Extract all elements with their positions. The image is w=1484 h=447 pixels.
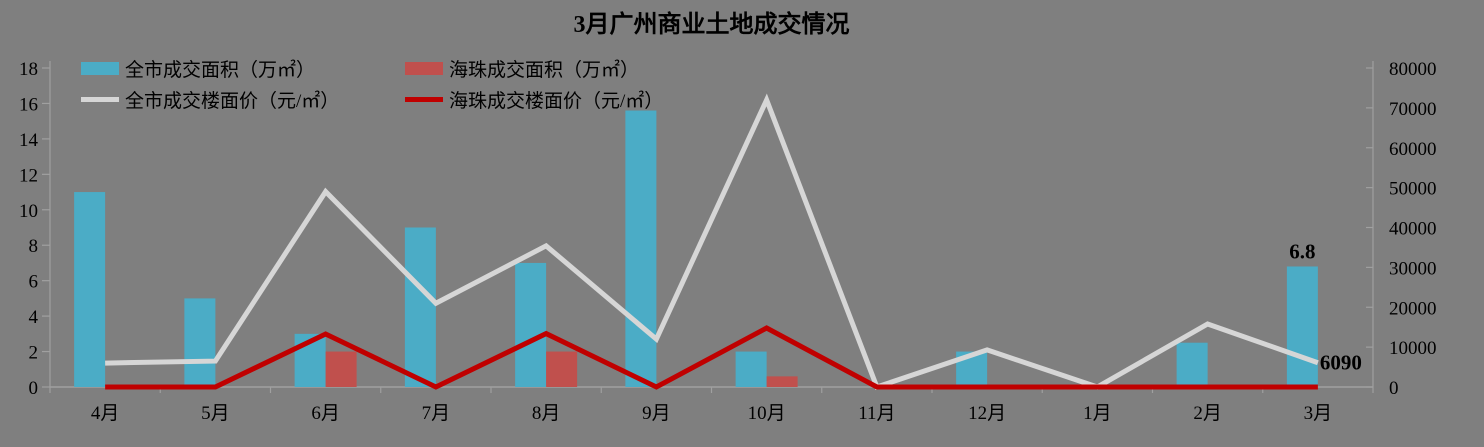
right-axis-tick-label: 40000	[1389, 219, 1437, 240]
x-axis-label: 1月	[1083, 403, 1112, 424]
right-axis-tick-label: 50000	[1389, 179, 1437, 200]
legend-item-citywide-price: 全市成交楼面价（元/㎡）	[81, 88, 340, 112]
left-axis-tick-label: 14	[19, 130, 39, 151]
bar-citywide-area	[184, 298, 216, 387]
x-axis-label: 4月	[91, 403, 120, 424]
legend-swatch-haizhu-price-icon	[405, 96, 443, 102]
chart-title: 3月广州商业土地成交情况	[573, 12, 850, 38]
bar-citywide-area	[515, 262, 547, 387]
left-axis-tick-label: 0	[29, 378, 39, 399]
right-axis-tick-label: 80000	[1389, 59, 1437, 80]
legend-label-citywide-area: 全市成交面积（万㎡）	[125, 59, 316, 81]
legend-item-citywide-area: 全市成交面积（万㎡）	[81, 57, 316, 81]
right-axis-tick-label: 20000	[1389, 298, 1437, 319]
line-data-label: 6090	[1320, 351, 1362, 375]
left-axis-tick-label: 16	[19, 94, 38, 115]
legend-label-haizhu-price: 海珠成交楼面价（元/㎡）	[449, 90, 664, 112]
bar-haizhu-area	[766, 376, 798, 387]
left-axis-tick-label: 8	[29, 236, 39, 257]
bar-citywide-area	[1176, 342, 1208, 387]
right-axis-tick-label: 0	[1389, 378, 1399, 399]
right-axis-tick-label: 10000	[1389, 338, 1437, 359]
right-axis-tick-label: 70000	[1389, 99, 1437, 120]
legend-swatch-haizhu-area-icon	[405, 61, 443, 75]
bar-citywide-area	[625, 110, 657, 388]
left-axis-tick-label: 6	[29, 272, 39, 293]
right-axis-tick-label: 30000	[1389, 258, 1437, 279]
legend-swatch-citywide-area-icon	[81, 61, 119, 75]
x-axis-label: 11月	[858, 403, 895, 424]
left-axis-tick-label: 10	[19, 201, 38, 222]
bar-citywide-area	[1286, 266, 1318, 387]
x-axis-label: 10月	[748, 403, 786, 424]
line-haizhu-price	[105, 325, 1318, 390]
left-axis-tick-label: 4	[29, 307, 39, 328]
legend-label-citywide-price: 全市成交楼面价（元/㎡）	[125, 90, 340, 112]
bar-citywide-area	[74, 192, 106, 387]
bar-haizhu-area	[325, 351, 357, 387]
bar-data-label: 6.8	[1289, 239, 1315, 263]
legend-swatch-citywide-price-icon	[81, 96, 119, 102]
x-axis-label: 3月	[1304, 403, 1333, 424]
left-axis-tick-label: 12	[19, 165, 38, 186]
x-axis-label: 9月	[642, 403, 671, 424]
x-axis-label: 5月	[201, 403, 230, 424]
left-axis-tick-label: 18	[19, 59, 38, 80]
x-axis-label: 6月	[311, 403, 340, 424]
legend-label-haizhu-area: 海珠成交面积（万㎡）	[449, 59, 640, 81]
x-axis-label: 12月	[968, 403, 1006, 424]
line-citywide-price	[105, 93, 1319, 391]
bar-haizhu-area	[546, 351, 578, 387]
legend-item-haizhu-price: 海珠成交楼面价（元/㎡）	[405, 88, 664, 112]
x-axis-label: 7月	[422, 403, 451, 424]
legend-item-haizhu-area: 海珠成交面积（万㎡）	[405, 57, 640, 81]
x-axis-label: 8月	[532, 403, 561, 424]
x-axis-label: 2月	[1193, 403, 1222, 424]
left-axis-tick-label: 2	[29, 343, 39, 364]
right-axis-tick-label: 60000	[1389, 139, 1437, 160]
bar-citywide-area	[404, 227, 436, 387]
bar-citywide-area	[735, 351, 767, 387]
